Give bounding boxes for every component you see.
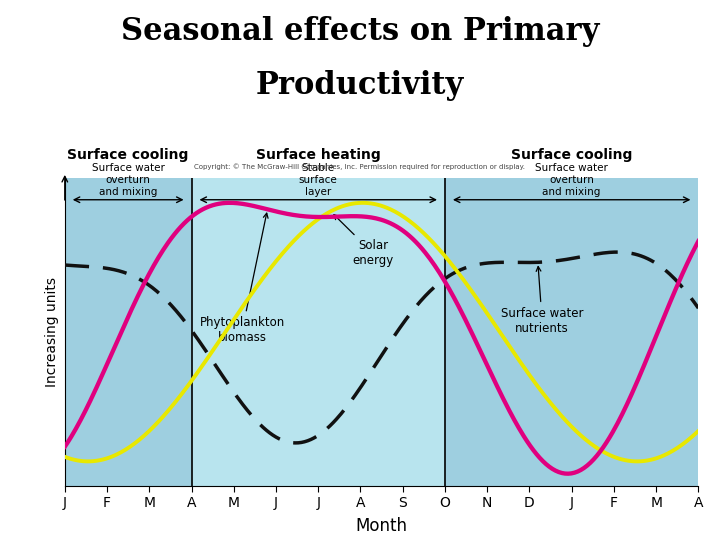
Text: Surface water
nutrients: Surface water nutrients bbox=[501, 267, 583, 335]
Bar bbox=[445, 178, 698, 486]
Text: Seasonal effects on Primary: Seasonal effects on Primary bbox=[121, 16, 599, 47]
Bar bbox=[65, 178, 192, 486]
Bar bbox=[192, 178, 445, 486]
Text: Surface cooling: Surface cooling bbox=[68, 148, 189, 162]
Text: Surface water
overturn
and mixing: Surface water overturn and mixing bbox=[91, 164, 165, 197]
Text: Phytoplankton
biomass: Phytoplankton biomass bbox=[199, 213, 285, 345]
Text: Stable
surface
layer: Stable surface layer bbox=[299, 164, 338, 197]
Text: Surface cooling: Surface cooling bbox=[511, 148, 632, 162]
Text: Solar
energy: Solar energy bbox=[334, 214, 394, 267]
Text: Copyright: © The McGraw-Hill Companies, Inc. Permission required for reproductio: Copyright: © The McGraw-Hill Companies, … bbox=[194, 164, 526, 170]
Text: Surface heating: Surface heating bbox=[256, 148, 381, 162]
Y-axis label: Increasing units: Increasing units bbox=[45, 277, 59, 387]
Text: Productivity: Productivity bbox=[256, 70, 464, 101]
Text: Surface water
overturn
and mixing: Surface water overturn and mixing bbox=[535, 164, 608, 197]
X-axis label: Month: Month bbox=[356, 517, 408, 535]
